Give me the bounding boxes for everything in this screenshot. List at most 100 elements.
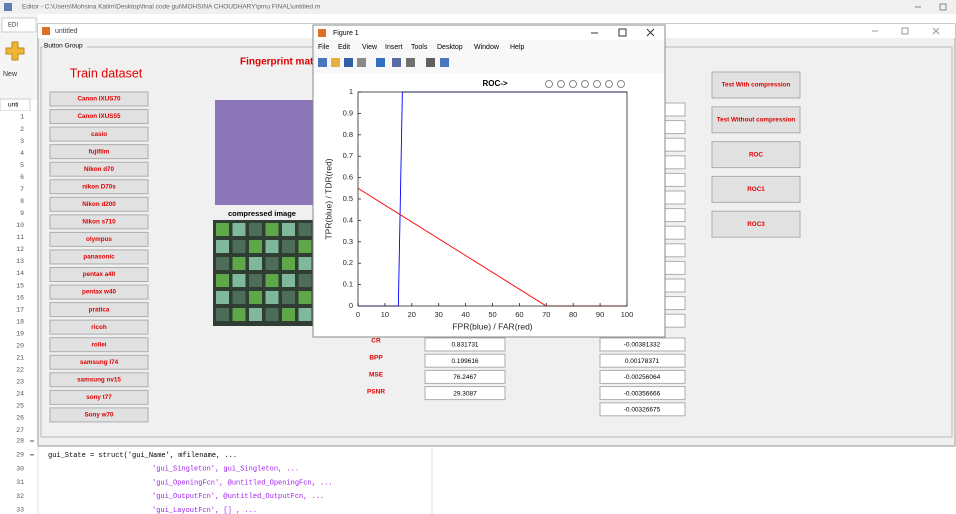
line-number: 21: [16, 355, 24, 362]
line-number: 1: [20, 114, 24, 121]
camera-button-label[interactable]: samsung nv15: [77, 376, 121, 383]
camera-button-label[interactable]: ricoh: [91, 324, 107, 331]
window-pane: [249, 240, 262, 253]
metric-label: PSNR: [367, 389, 385, 396]
toolbar-icon[interactable]: [318, 58, 327, 67]
new-button-label[interactable]: New: [3, 71, 18, 78]
menu-item[interactable]: Edit: [338, 44, 350, 51]
window-pane: [249, 223, 262, 236]
camera-button-label[interactable]: sony t77: [86, 394, 112, 401]
camera-button-label[interactable]: nikon D70s: [82, 183, 116, 190]
line-number: 12: [16, 246, 24, 253]
window-pane: [266, 257, 279, 270]
toolbar-icon[interactable]: [357, 58, 366, 67]
result-value[interactable]: -0.00256064: [624, 374, 661, 381]
camera-button-label[interactable]: casio: [91, 131, 107, 138]
camera-button-label[interactable]: Nikon s710: [82, 219, 116, 226]
camera-button-label[interactable]: panasonic: [83, 254, 115, 261]
x-tick-label: 50: [488, 310, 496, 319]
camera-button-label[interactable]: Nikon d70: [84, 166, 115, 173]
window-pane: [233, 291, 246, 304]
metric-value[interactable]: 29.3087: [453, 390, 477, 397]
x-tick-label: 30: [435, 310, 443, 319]
window-pane: [216, 274, 229, 287]
x-tick-label: 10: [381, 310, 389, 319]
line-number: 8: [20, 198, 24, 205]
line-number: 30: [16, 465, 24, 472]
result-value[interactable]: -0.00356666: [624, 390, 661, 397]
camera-button-label[interactable]: rollei: [91, 341, 106, 348]
camera-button-label[interactable]: olympus: [86, 236, 112, 243]
toolbar-icon[interactable]: [331, 58, 340, 67]
editor-icon: [4, 3, 12, 11]
line-number: 6: [20, 174, 24, 181]
menu-item[interactable]: Desktop: [437, 44, 463, 51]
chart-title: ROC->: [482, 79, 507, 88]
menu-item[interactable]: Window: [474, 44, 500, 51]
window-pane: [249, 291, 262, 304]
toolbar-icon[interactable]: [376, 58, 385, 67]
menu-item[interactable]: Insert: [385, 44, 403, 51]
window-pane: [282, 308, 295, 321]
metric-value[interactable]: 0.199616: [451, 358, 478, 365]
action-button-label[interactable]: Test Without compression: [717, 116, 796, 123]
camera-button-label[interactable]: pentax a40: [83, 271, 116, 278]
window-pane: [266, 223, 279, 236]
action-button-label[interactable]: ROC: [749, 151, 763, 158]
code-line: 'gui_OutputFcn', @untitled_OutputFcn, ..…: [152, 493, 324, 501]
button-group-label: Button Group: [44, 43, 83, 50]
window-pane: [216, 223, 229, 236]
toolbar-icon[interactable]: [344, 58, 353, 67]
line-number: 25: [16, 403, 24, 410]
x-tick-label: 80: [569, 310, 577, 319]
menu-item[interactable]: Tools: [411, 44, 428, 51]
camera-button-label[interactable]: Canon IXUS55: [77, 113, 121, 120]
line-number: 3: [20, 138, 24, 145]
window-pane: [233, 257, 246, 270]
menu-item[interactable]: View: [362, 44, 378, 51]
menu-item[interactable]: Help: [510, 44, 525, 51]
camera-button-label[interactable]: pentax w40: [82, 289, 116, 296]
line-number: 20: [16, 342, 24, 349]
camera-button-label[interactable]: Nikon d200: [82, 201, 116, 208]
window-pane: [233, 223, 246, 236]
file-tab-label[interactable]: unti: [8, 102, 18, 109]
line-number: 28: [16, 438, 24, 445]
line-number: 11: [16, 234, 24, 241]
metric-value[interactable]: 76.2467: [453, 374, 477, 381]
result-value[interactable]: -0.00381332: [624, 342, 661, 349]
figure-toolbar: [314, 54, 664, 73]
action-button-label[interactable]: Test With compression: [722, 82, 791, 89]
window-pane: [249, 274, 262, 287]
x-tick-label: 0: [356, 310, 360, 319]
window-pane: [266, 274, 279, 287]
metric-value[interactable]: 0.831731: [451, 342, 478, 349]
window-pane: [299, 274, 312, 287]
camera-button-label[interactable]: pratica: [89, 306, 110, 313]
camera-button-label[interactable]: Sony w70: [84, 412, 114, 419]
camera-button-label[interactable]: Canon IXUS70: [77, 96, 121, 103]
toolbar-icon[interactable]: [392, 58, 401, 67]
window-pane: [249, 257, 262, 270]
figure-icon: [318, 29, 326, 37]
toolbar-icon[interactable]: [440, 58, 449, 67]
toolbar-icon[interactable]: [426, 58, 435, 67]
result-value[interactable]: -0.00326675: [624, 407, 661, 414]
y-tick-label: 0.5: [343, 194, 353, 203]
camera-button-label[interactable]: samsung l74: [80, 359, 119, 366]
action-button-label[interactable]: ROC3: [747, 221, 765, 228]
line-number: 18: [16, 318, 24, 325]
editor-title: Editor - C:\Users\Mohsina Kalim\Desktop\…: [22, 4, 320, 11]
line-number: 17: [16, 306, 24, 313]
camera-button-label[interactable]: fujifilm: [89, 148, 110, 155]
toolbar-icon[interactable]: [406, 58, 415, 67]
result-value[interactable]: 0.00178371: [625, 358, 660, 365]
menu-item[interactable]: File: [318, 44, 329, 51]
x-tick-label: 90: [596, 310, 604, 319]
line-number: 22: [16, 367, 24, 374]
editor-tab-label[interactable]: EDI: [8, 23, 18, 29]
y-tick-label: 0.1: [343, 280, 353, 289]
action-button-label[interactable]: ROC1: [747, 186, 765, 193]
gui-title: untitled: [55, 28, 78, 35]
window-pane: [266, 291, 279, 304]
